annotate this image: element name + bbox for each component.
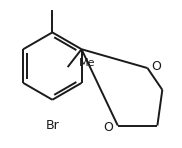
Text: Me: Me <box>78 58 95 68</box>
Text: O: O <box>103 121 113 134</box>
Text: Br: Br <box>46 119 59 132</box>
Text: O: O <box>151 60 161 73</box>
